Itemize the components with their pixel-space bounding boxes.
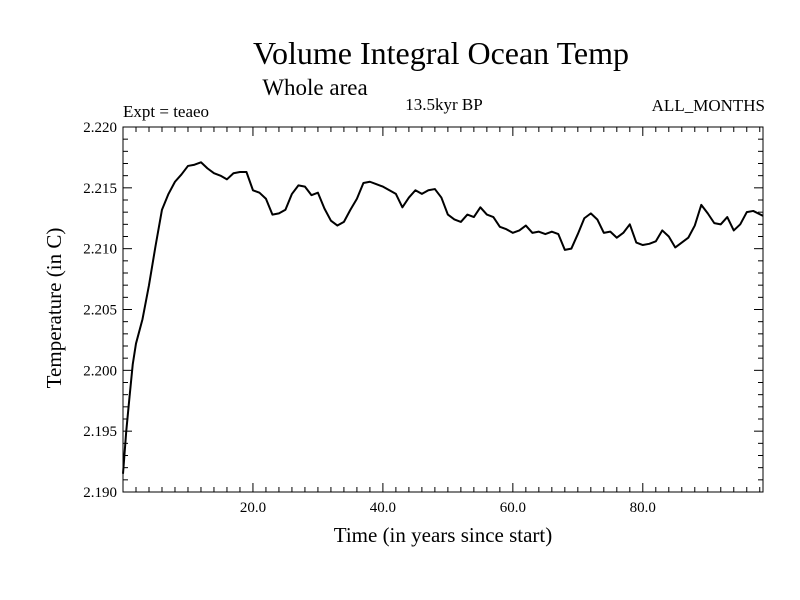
period-label: 13.5kyr BP [405, 95, 482, 114]
x-tick-label: 20.0 [240, 500, 266, 516]
y-axis-label: Temperature (in C) [42, 228, 66, 389]
plot-frame [122, 126, 764, 493]
y-tick-label: 2.220 [83, 120, 117, 136]
y-tick-label: 2.195 [83, 424, 117, 440]
x-tick-label: 40.0 [370, 500, 396, 516]
x-axis-label: Time (in years since start) [334, 523, 553, 547]
y-tick-label: 2.215 [83, 181, 117, 197]
y-tick-label: 2.205 [83, 303, 117, 319]
chart-title: Volume Integral Ocean Temp [253, 35, 629, 71]
y-tick-label: 2.190 [83, 485, 117, 501]
axis-ticks [123, 126, 763, 493]
chart-subtitle: Whole area [262, 75, 367, 100]
temperature-series-line [122, 161, 764, 474]
months-label: ALL_MONTHS [652, 96, 765, 115]
y-tick-label: 2.200 [83, 363, 117, 379]
y-tick-label: 2.210 [83, 242, 117, 258]
x-tick-label: 80.0 [630, 500, 656, 516]
y-tick-labels: 2.190 2.195 2.200 2.205 2.210 2.215 2.220 [83, 120, 117, 501]
x-tick-labels: 20.0 40.0 60.0 80.0 [240, 500, 656, 516]
x-tick-label: 60.0 [500, 500, 526, 516]
experiment-label: Expt = teaeo [123, 102, 209, 121]
